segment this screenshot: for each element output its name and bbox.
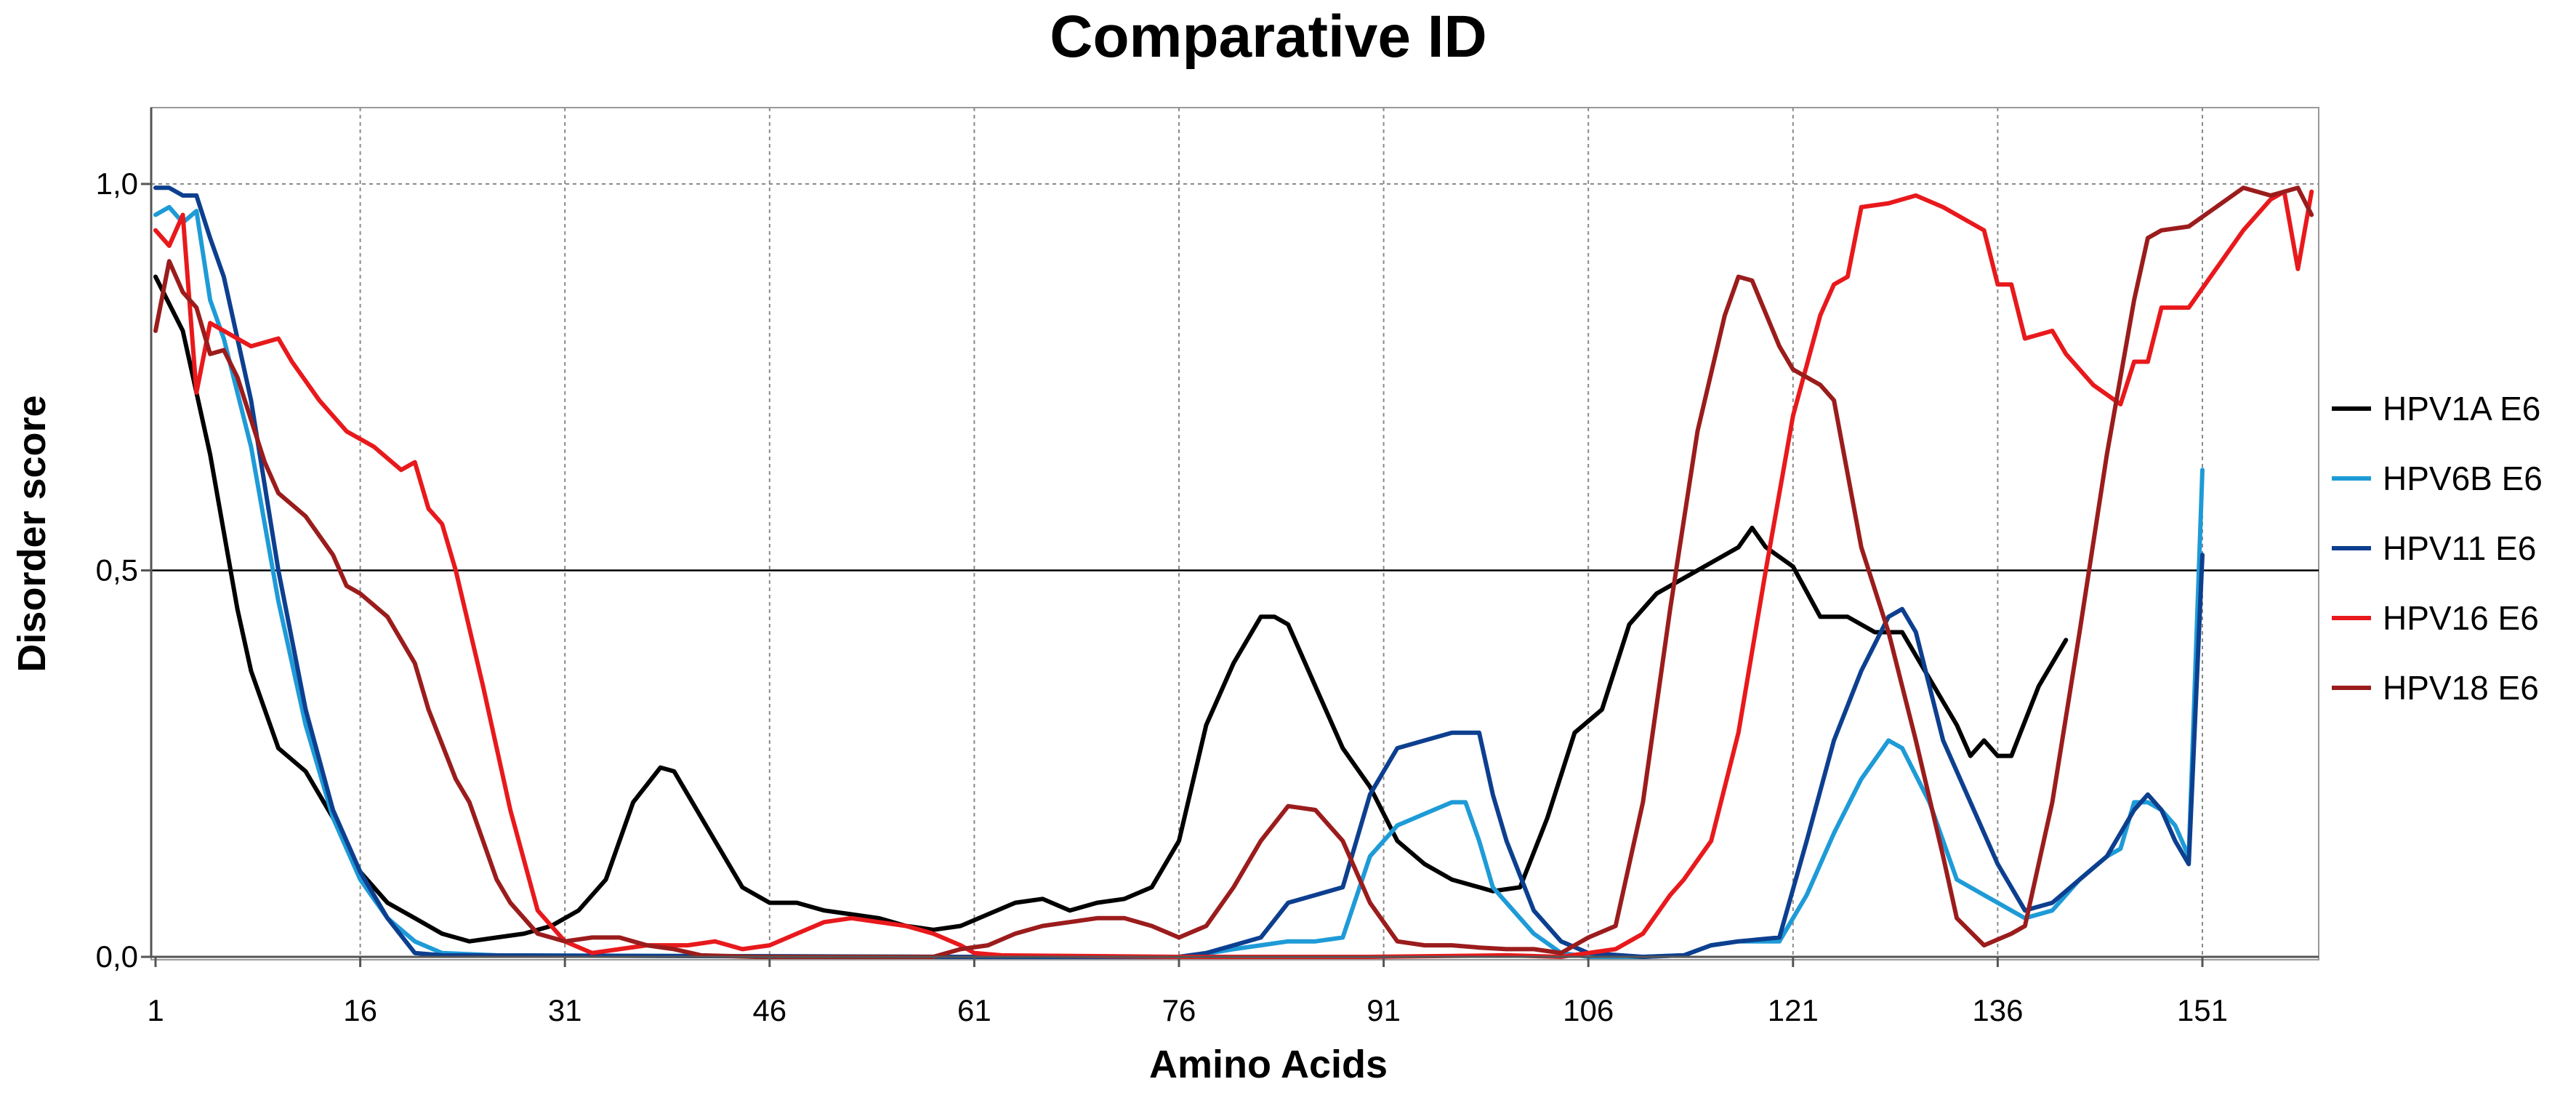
x-tick-label: 16 bbox=[343, 993, 377, 1027]
legend-label: HPV6B E6 bbox=[2383, 460, 2543, 497]
x-tick-label: 136 bbox=[1972, 993, 2023, 1027]
legend-item: HPV11 E6 bbox=[2332, 529, 2536, 567]
y-tick-labels: 0,0 0,5 1,0 bbox=[96, 167, 138, 974]
series-line-0 bbox=[153, 274, 2069, 944]
legend: HPV1A E6 HPV6B E6 HPV11 E6 HPV16 E6 HPV18 E6 bbox=[2332, 390, 2543, 707]
x-tick-label: 76 bbox=[1162, 993, 1196, 1027]
x-tick-labels: 1 16 31 46 61 76 91 106 121 136 151 bbox=[147, 993, 2228, 1027]
legend-item: HPV18 E6 bbox=[2332, 669, 2539, 707]
x-tick-label: 121 bbox=[1768, 993, 1819, 1027]
x-axis-label: Amino Acids bbox=[1149, 1043, 1388, 1086]
series-line-2 bbox=[153, 185, 2205, 959]
legend-label: HPV18 E6 bbox=[2383, 669, 2539, 707]
series-line-1 bbox=[153, 204, 2205, 959]
x-tick-label: 1 bbox=[147, 993, 164, 1027]
chart-title: Comparative ID bbox=[1050, 4, 1487, 70]
x-tick-label: 46 bbox=[752, 993, 786, 1027]
grid-lines bbox=[151, 108, 2319, 960]
y-tick-label: 0,0 bbox=[96, 939, 138, 974]
legend-label: HPV1A E6 bbox=[2383, 390, 2540, 428]
x-tick-label: 61 bbox=[957, 993, 991, 1027]
y-tick-label: 1,0 bbox=[96, 167, 138, 201]
y-tick-label: 0,5 bbox=[96, 553, 138, 587]
axes bbox=[141, 108, 2319, 967]
legend-label: HPV16 E6 bbox=[2383, 599, 2539, 637]
series-line-4 bbox=[153, 185, 2314, 959]
x-tick-label: 106 bbox=[1563, 993, 1614, 1027]
x-tick-label: 91 bbox=[1367, 993, 1401, 1027]
legend-item: HPV1A E6 bbox=[2332, 390, 2540, 428]
legend-label: HPV11 E6 bbox=[2383, 529, 2536, 567]
x-tick-label: 31 bbox=[548, 993, 582, 1027]
legend-item: HPV6B E6 bbox=[2332, 460, 2543, 497]
x-tick-label: 151 bbox=[2177, 993, 2228, 1027]
legend-item: HPV16 E6 bbox=[2332, 599, 2539, 637]
y-axis-label: Disorder score bbox=[10, 395, 54, 672]
